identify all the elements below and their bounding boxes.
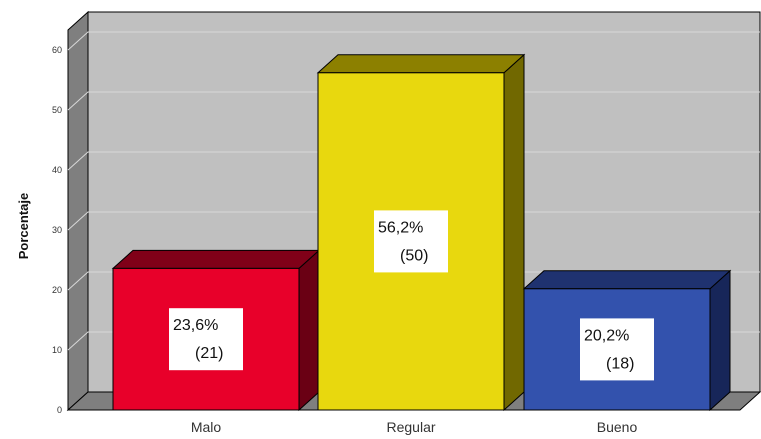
bar-side [710, 271, 730, 410]
data-label-count: (50) [400, 247, 428, 264]
bar-top [113, 250, 319, 268]
data-label-percent: 23,6% [173, 317, 218, 334]
data-label: 23,6% (21) [169, 308, 243, 370]
y-tick-label: 60 [52, 45, 62, 55]
bar-top [318, 55, 524, 73]
y-tick-label: 20 [52, 285, 62, 295]
data-label-count: (18) [606, 355, 634, 372]
data-label-percent: 20,2% [584, 327, 629, 344]
y-tick-label: 50 [52, 105, 62, 115]
bar-top [524, 271, 730, 289]
left-wall [68, 12, 88, 410]
x-tick-label: Malo [191, 419, 222, 435]
x-tick-label: Bueno [597, 419, 638, 435]
data-label-count: (21) [195, 345, 223, 362]
data-label: 20,2% (18) [580, 318, 654, 380]
y-tick-label: 10 [52, 345, 62, 355]
y-tick-label: 30 [52, 225, 62, 235]
y-tick-label: 40 [52, 165, 62, 175]
y-axis-ticks: 0 10 20 30 40 50 60 [52, 45, 62, 415]
data-label: 56,2% (50) [374, 210, 448, 272]
x-tick-label: Regular [386, 419, 435, 435]
y-axis-label: Porcentaje [16, 193, 31, 259]
bar-side [504, 55, 524, 410]
data-label-percent: 56,2% [378, 219, 423, 236]
x-axis-labels: Malo Regular Bueno [191, 419, 638, 435]
y-tick-label: 0 [57, 405, 62, 415]
bar-side [299, 250, 319, 410]
